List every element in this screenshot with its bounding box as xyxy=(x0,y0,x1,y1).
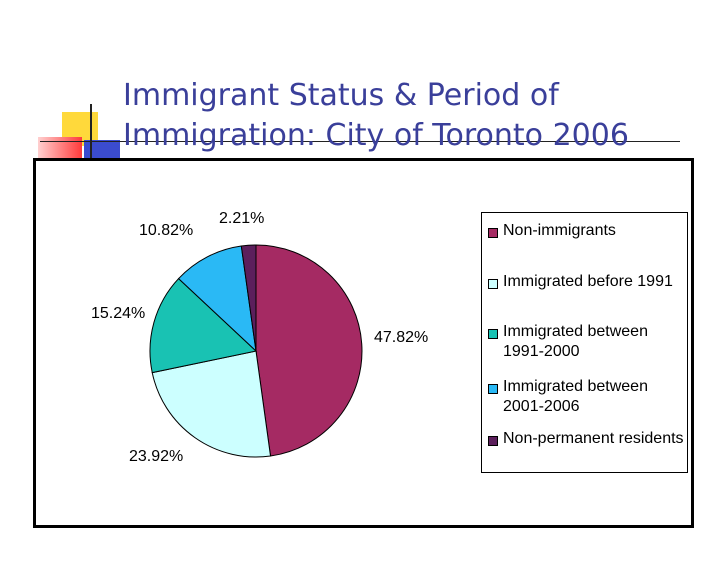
legend-swatch xyxy=(488,384,498,394)
legend-item: Immigrated between 1991-2000 xyxy=(488,322,688,362)
pie-data-label: 2.21% xyxy=(219,210,264,227)
pie-data-label: 15.24% xyxy=(91,305,145,322)
legend-item: Non-permanent residents xyxy=(488,429,688,449)
pie-data-label: 23.92% xyxy=(129,448,183,465)
pie-slice-non-permanent-residents xyxy=(240,244,257,352)
legend-label: Non-immigrants xyxy=(503,222,616,239)
legend-item: Immigrated before 1991 xyxy=(488,272,688,292)
slide-title-line-2: Immigration: City of Toronto 2006 xyxy=(123,118,629,153)
pie-data-label: 47.82% xyxy=(374,329,428,346)
accent-vertical-line xyxy=(90,104,92,162)
legend-item: Immigrated between 2001-2006 xyxy=(488,377,688,417)
pie-slice-immigrated-before-1991 xyxy=(151,350,272,458)
pie-chart: 47.82% 23.92% 15.24% 10.82% 2.21% xyxy=(91,210,428,465)
legend-swatch xyxy=(488,279,498,289)
accent-horizontal-line xyxy=(40,141,680,142)
legend-label: Immigrated between 2001-2006 xyxy=(503,378,648,415)
accent-blue-block xyxy=(84,140,120,162)
legend-swatch xyxy=(488,436,498,446)
chart-legend: Non-immigrants Immigrated before 1991 Immi… xyxy=(481,212,688,473)
pie-slice-immigrated-between-2001-2006 xyxy=(177,245,257,353)
legend-swatch xyxy=(488,228,498,238)
legend-label: Non-permanent residents xyxy=(503,430,684,447)
legend-item: Non-immigrants xyxy=(488,221,688,241)
pie-slice-non-immigrants xyxy=(255,244,363,457)
slide-title: Immigrant Status & Period of Immigration… xyxy=(123,76,723,156)
slide-title-line-1: Immigrant Status & Period of xyxy=(123,78,559,113)
legend-swatch xyxy=(488,329,498,339)
pie-slice-immigrated-between-1991-2000 xyxy=(149,277,258,374)
pie-data-label: 10.82% xyxy=(139,222,193,239)
legend-label: Immigrated between 1991-2000 xyxy=(503,323,648,360)
accent-red-block xyxy=(38,137,82,159)
legend-label: Immigrated before 1991 xyxy=(503,273,673,290)
chart-frame: 47.82% 23.92% 15.24% 10.82% 2.21% Non-immigr… xyxy=(33,158,694,528)
